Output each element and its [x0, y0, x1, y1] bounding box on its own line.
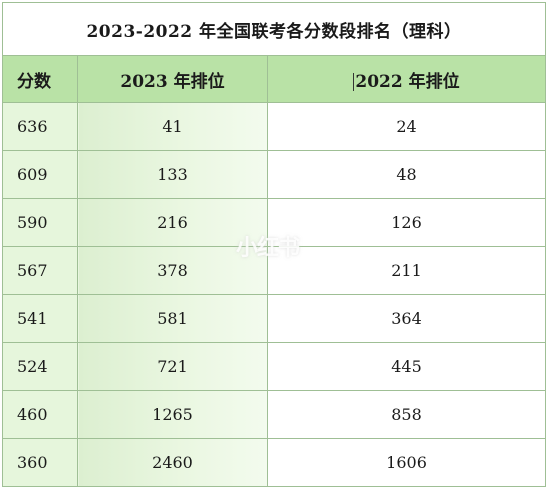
table-row: 541 581 364 — [2, 294, 547, 343]
header-rank-2023: 2023 年排位 — [77, 55, 268, 103]
header-row: 分数 2023 年排位 2022 年排位 — [2, 55, 547, 103]
score-cell: 460 — [2, 390, 78, 439]
score-cell: 567 — [2, 246, 78, 295]
text-cursor-icon — [353, 73, 355, 91]
table-row: 567 378 211 — [2, 246, 547, 295]
rank-2023-cell: 1265 — [77, 390, 268, 439]
table-row: 360 2460 1606 — [2, 438, 547, 487]
score-cell: 360 — [2, 438, 78, 487]
rank-2023-cell: 378 — [77, 246, 268, 295]
table-row: 609 133 48 — [2, 150, 547, 199]
table-row: 524 721 445 — [2, 342, 547, 391]
header-rank-2022-cell: 2022 年排位 — [266, 55, 547, 103]
score-cell: 636 — [2, 102, 78, 151]
score-cell: 541 — [2, 294, 78, 343]
score-cell: 609 — [2, 150, 78, 199]
table-title: 2023-2022 年全国联考各分数段排名（理科） — [1, 2, 547, 56]
rank-2022-cell: 48 — [266, 150, 547, 199]
rank-2022-cell: 445 — [266, 342, 547, 391]
rank-2022-cell: 126 — [266, 198, 547, 247]
rank-2022-cell: 1606 — [266, 438, 547, 487]
rank-2022-cell: 211 — [266, 246, 547, 295]
header-score: 分数 — [2, 55, 78, 103]
table-row: 636 41 24 — [2, 102, 547, 151]
rank-2023-cell: 2460 — [77, 438, 268, 487]
table-row: 590 216 126 — [2, 198, 547, 247]
rank-2022-cell: 364 — [266, 294, 547, 343]
rank-2023-cell: 581 — [77, 294, 268, 343]
rank-2023-cell: 41 — [77, 102, 268, 151]
rank-2023-cell: 216 — [77, 198, 268, 247]
rank-2023-cell: 721 — [77, 342, 268, 391]
table-row: 460 1265 858 — [2, 390, 547, 439]
rank-2022-cell: 24 — [266, 102, 547, 151]
rank-2022-cell: 858 — [266, 390, 547, 439]
header-rank-2022: 2022 年排位 — [355, 71, 460, 92]
score-cell: 524 — [2, 342, 78, 391]
title-row: 2023-2022 年全国联考各分数段排名（理科） — [1, 2, 547, 56]
rank-2023-cell: 133 — [77, 150, 268, 199]
score-cell: 590 — [2, 198, 78, 247]
